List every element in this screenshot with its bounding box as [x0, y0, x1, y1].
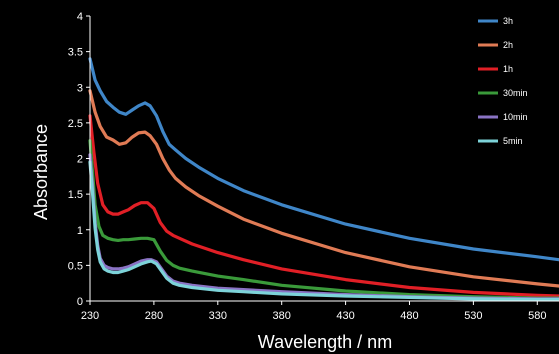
- x-tick-label: 430: [336, 310, 354, 322]
- y-tick-label: 0.5: [68, 260, 83, 272]
- y-tick-label: 3.5: [68, 47, 83, 59]
- x-ticks: 230 280 330 380 430 480 530 580: [81, 301, 546, 322]
- series-line-5min: [88, 160, 559, 302]
- x-tick-label: 380: [273, 310, 291, 322]
- x-tick-label: 330: [209, 310, 227, 322]
- y-tick-label: 1.5: [68, 189, 83, 201]
- series-line-1h: [88, 114, 559, 298]
- legend-label-5min: 5min: [503, 136, 523, 146]
- x-axis-title: Wavelength / nm: [258, 332, 392, 352]
- legend-label-30min: 30min: [503, 88, 528, 98]
- y-tick-label: 1: [77, 225, 83, 237]
- x-tick-label: 480: [400, 310, 418, 322]
- legend-label-2h: 2h: [503, 40, 513, 50]
- series-line-2h: [88, 89, 559, 288]
- x-tick-label: 280: [145, 310, 163, 322]
- y-tick-label: 3: [77, 82, 83, 94]
- x-tick-label: 530: [464, 310, 482, 322]
- legend-label-3h: 3h: [503, 16, 513, 26]
- legend: 3h 2h 1h 30min 10min 5min: [478, 16, 528, 146]
- series-line-30min: [88, 139, 559, 300]
- y-tick-label: 4: [77, 11, 83, 23]
- series-layer: [88, 57, 559, 302]
- y-ticks: 0 0.5 1 1.5 2 2.5 3 3.5 4: [68, 11, 90, 308]
- y-tick-label: 0: [77, 296, 83, 308]
- y-axis-title: Absorbance: [31, 124, 51, 220]
- legend-label-1h: 1h: [503, 64, 513, 74]
- x-tick-label: 230: [81, 310, 99, 322]
- y-tick-label: 2.5: [68, 118, 83, 130]
- x-tick-label: 580: [528, 310, 546, 322]
- y-tick-label: 2: [77, 154, 83, 166]
- legend-label-10min: 10min: [503, 112, 528, 122]
- series-line-3h: [88, 57, 559, 262]
